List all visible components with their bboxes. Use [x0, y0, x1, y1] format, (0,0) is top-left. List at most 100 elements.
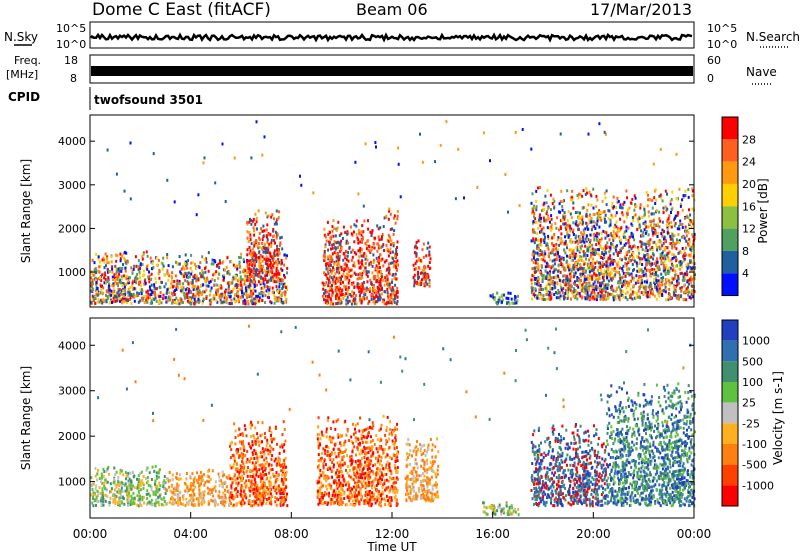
power-cell: [633, 238, 636, 242]
power-cell: [514, 295, 517, 299]
power-cell: [382, 264, 385, 268]
power-cell: [337, 255, 340, 259]
power-cell: [684, 189, 687, 193]
power-speck: [559, 132, 562, 136]
power-cell: [566, 231, 569, 235]
power-cell: [166, 253, 169, 256]
power-cell: [585, 237, 588, 241]
power-cell: [201, 269, 204, 273]
power-cell: [536, 232, 539, 236]
power-cell: [684, 290, 687, 293]
power-cell: [571, 198, 574, 202]
power-cell: [246, 271, 249, 275]
power-cell: [418, 266, 421, 270]
power-cell: [588, 270, 591, 274]
power-cell: [102, 256, 105, 260]
power-cell: [605, 298, 608, 301]
power-cell: [208, 293, 211, 297]
power-cell: [363, 297, 366, 301]
velocity-cell: [116, 483, 119, 486]
power-cell: [334, 286, 337, 290]
power-cell: [280, 278, 283, 282]
power-cell: [199, 272, 202, 275]
power-cell: [366, 280, 369, 284]
power-cell: [506, 301, 508, 305]
power-cell: [574, 236, 577, 240]
power-cell: [273, 293, 276, 297]
power-cell: [568, 255, 571, 259]
power-cell: [120, 298, 123, 302]
power-cell: [258, 242, 260, 245]
power-cell: [249, 259, 252, 263]
power-cell: [541, 231, 544, 235]
power-cell: [246, 263, 249, 267]
power-cell: [276, 263, 279, 267]
power-cell: [174, 260, 177, 264]
power-cell: [131, 281, 134, 285]
power-cell: [328, 293, 331, 297]
power-cell: [551, 251, 554, 255]
power-cell: [213, 272, 216, 276]
velocity-cell: [146, 476, 149, 479]
power-cell: [605, 264, 608, 268]
power-cell: [591, 288, 594, 292]
power-cell: [335, 302, 338, 306]
power-cell: [383, 260, 386, 264]
nave-tick-top: 60: [707, 54, 721, 67]
power-cell: [552, 264, 555, 268]
velocity-cell: [123, 502, 126, 506]
power-cell: [673, 242, 676, 246]
power-cell: [138, 281, 141, 285]
power-cell: [281, 291, 284, 295]
power-cell: [180, 285, 183, 289]
power-cell: [621, 211, 624, 215]
power-cell: [673, 284, 676, 288]
power-cell: [588, 264, 591, 268]
power-cell: [589, 214, 592, 218]
power-cell: [566, 291, 569, 295]
power-cell: [673, 255, 675, 259]
power-cell: [228, 272, 231, 276]
power-cell: [630, 234, 633, 238]
power-cell: [258, 245, 261, 249]
velocity-cell: [105, 469, 108, 473]
power-cell: [628, 235, 631, 239]
power-cell: [355, 302, 358, 306]
power-cell: [328, 295, 331, 299]
power-cell: [139, 299, 142, 303]
power-cell: [246, 221, 249, 224]
power-cell: [110, 255, 113, 259]
velocity-cell: [197, 497, 200, 500]
power-cell: [614, 214, 617, 218]
power-cell: [351, 282, 354, 286]
power-cell: [378, 277, 380, 281]
power-cell: [260, 227, 263, 231]
power-cell: [186, 299, 189, 303]
power-cell: [611, 267, 614, 271]
power-cell: [337, 285, 340, 289]
power-cell: [569, 229, 572, 233]
power-cell: [530, 286, 533, 289]
power-cell: [593, 236, 596, 240]
power-cell: [609, 233, 612, 237]
power-cell: [269, 261, 272, 265]
power-cell: [393, 276, 396, 280]
power-cell: [326, 302, 329, 306]
power-cell: [193, 302, 196, 306]
power-cell: [662, 241, 665, 245]
power-cell: [540, 209, 543, 213]
freq-label: Freq.: [14, 54, 41, 67]
power-cell: [549, 270, 551, 274]
velocity-cell: [126, 487, 129, 491]
power-cell: [546, 242, 549, 246]
velocity-cell: [189, 475, 192, 478]
power-speck: [173, 200, 176, 204]
power-cell: [219, 294, 222, 298]
power-cell: [271, 271, 274, 275]
power-cell: [428, 281, 431, 285]
power-cell: [395, 250, 398, 254]
power-cell: [661, 294, 664, 297]
power-cell: [569, 267, 572, 271]
power-speck: [603, 130, 606, 134]
power-cell: [653, 240, 656, 244]
